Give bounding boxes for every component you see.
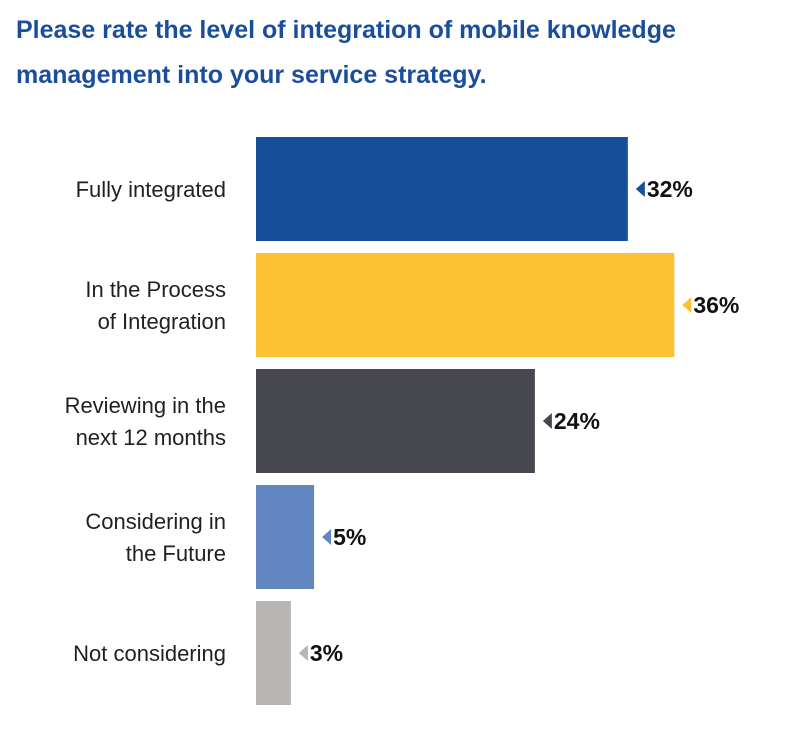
value-label: 24% [554,408,600,434]
pointer-marker [542,413,552,429]
pointer-marker [635,181,645,197]
category-label: Reviewing in the [65,393,226,418]
chart-title: Please rate the level of integration of … [16,16,676,89]
category-label: next 12 months [76,425,226,450]
bar [256,485,315,589]
category-label: In the Process [85,277,226,302]
bar [256,137,628,241]
bar [256,369,535,473]
value-label: 36% [693,292,739,318]
pointer-marker [298,645,308,661]
bar [256,601,291,705]
value-label: 3% [310,640,343,666]
value-label: 32% [647,176,693,202]
pointer-marker [682,297,692,313]
category-label: Not considering [73,641,226,666]
bar [256,253,675,357]
category-label: Fully integrated [76,177,226,202]
category-label: of Integration [98,309,226,334]
category-label: the Future [126,541,226,566]
pointer-marker [322,529,332,545]
category-label: Considering in [85,509,226,534]
value-label: 5% [333,524,366,550]
